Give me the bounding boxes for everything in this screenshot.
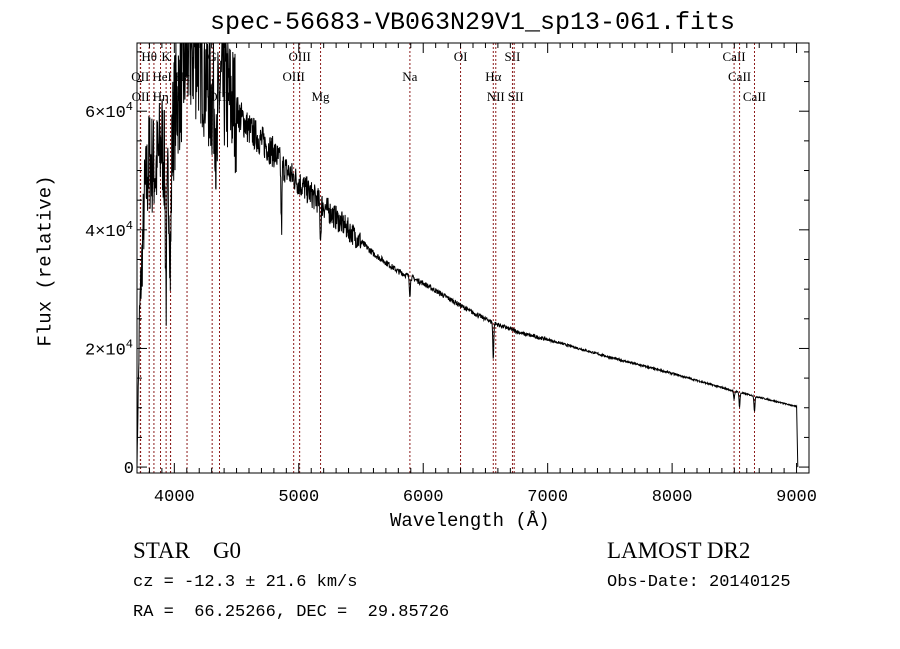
y-tick-label: 2×104 bbox=[85, 337, 133, 360]
redshift: cz = -12.3 ± 21.6 km/s bbox=[133, 573, 358, 592]
x-tick-label: 7000 bbox=[527, 488, 568, 507]
y-tick-label: 4×104 bbox=[85, 219, 133, 242]
line-label: K bbox=[161, 49, 171, 64]
x-tick-label: 8000 bbox=[652, 488, 693, 507]
line-label: CaII bbox=[723, 49, 746, 64]
chart-title: spec-56683-VB063N29V1_sp13-061.fits bbox=[209, 8, 736, 37]
line-label: SII bbox=[505, 49, 521, 64]
x-axis-label: Wavelength (Å) bbox=[390, 510, 550, 532]
line-label: G bbox=[208, 49, 217, 64]
y-tick-label: 6×104 bbox=[85, 100, 133, 123]
x-tick-label: 6000 bbox=[403, 488, 444, 507]
line-label: Na bbox=[402, 69, 417, 84]
line-label: OIII bbox=[283, 69, 305, 84]
line-label: OII bbox=[132, 89, 150, 104]
line-label: SII bbox=[508, 89, 524, 104]
y-tick-label: 0 bbox=[124, 460, 134, 479]
coordinates: RA = 66.25266, DEC = 29.85726 bbox=[133, 603, 450, 622]
line-label: CaII bbox=[743, 89, 766, 104]
x-tick-label: 4000 bbox=[154, 488, 195, 507]
spectrum-line bbox=[136, 42, 799, 468]
x-tick-label: 5000 bbox=[278, 488, 319, 507]
line-label: CaII bbox=[728, 69, 751, 84]
y-axis-label: Flux (relative) bbox=[34, 175, 57, 347]
line-label: OI bbox=[454, 49, 468, 64]
line-label: Hη bbox=[153, 89, 169, 104]
line-label: Hα bbox=[485, 69, 501, 84]
object-class: STAR G0 bbox=[133, 538, 242, 563]
x-tick-label: 9000 bbox=[776, 488, 817, 507]
line-label: NII bbox=[487, 89, 505, 104]
line-label: Hθ bbox=[141, 49, 157, 64]
survey-name: LAMOST DR2 bbox=[607, 538, 751, 563]
line-label: Mg bbox=[312, 89, 331, 104]
line-label: HeI bbox=[152, 69, 172, 84]
line-label: OIII bbox=[289, 49, 311, 64]
obs-date: Obs-Date: 20140125 bbox=[607, 573, 791, 592]
